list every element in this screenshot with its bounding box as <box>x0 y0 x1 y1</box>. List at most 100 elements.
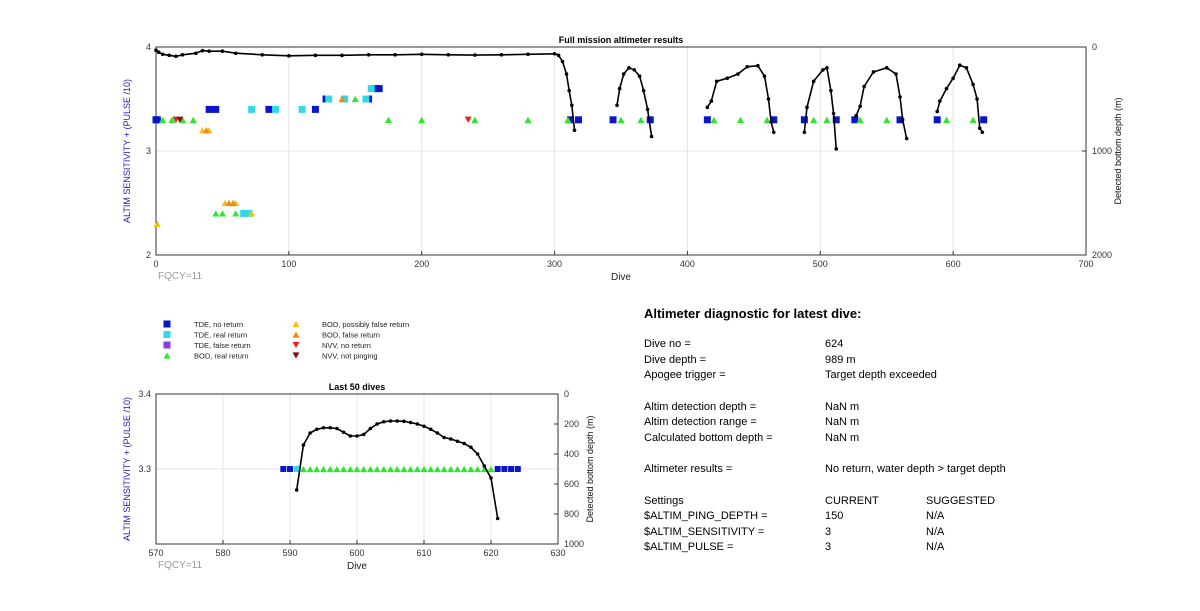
small-depth-point <box>375 422 379 426</box>
main-depth-point <box>766 97 771 101</box>
main-depth-point <box>862 84 866 89</box>
main-marker-tde-real-return <box>341 95 349 103</box>
main-marker-tde-real-return <box>240 209 248 217</box>
main-depth-point <box>705 105 710 110</box>
main-marker-bod-real-return <box>351 95 359 103</box>
small-y2-tick-label: 800 <box>564 509 579 519</box>
main-depth-point <box>160 52 165 57</box>
main-depth-point <box>156 50 161 54</box>
small-plot-frame <box>155 393 559 545</box>
main-depth-point <box>194 51 198 56</box>
main-depth-point <box>154 48 158 52</box>
main-marker-bod-real-return <box>810 116 818 123</box>
main-depth-point <box>894 72 898 76</box>
main-depth-point <box>829 88 833 93</box>
altimeter-diagnostic-panel: Altimeter diagnostic for latest dive: Di… <box>644 306 1164 557</box>
main-depth-point <box>560 59 565 64</box>
small-depth-point <box>341 430 346 435</box>
main-marker-tde-no-return <box>212 105 220 113</box>
small-tde-no-return-marker <box>508 466 515 472</box>
small-bod-real-return-marker <box>393 465 401 473</box>
main-depth-point <box>649 134 654 139</box>
results-value: No return, water depth > target depth <box>825 463 1006 475</box>
main-depth-point <box>745 64 750 69</box>
main-depth-point <box>233 51 238 56</box>
small-x-tick-label: 600 <box>349 548 364 558</box>
main-depth-profile-line <box>155 49 576 131</box>
main-marker-tde-no-return <box>609 116 617 124</box>
main-marker-bod-real-return <box>564 116 572 123</box>
small-tde-no-return-marker <box>501 466 508 472</box>
main-depth-point <box>567 88 571 93</box>
bottom-depth-label: Calculated bottom depth = <box>644 431 773 444</box>
main-marker-bod-real-return <box>737 116 745 123</box>
small-depth-point <box>422 424 426 429</box>
main-x-tick-label: 600 <box>946 259 961 269</box>
small-depth-point <box>315 427 319 432</box>
small-depth-point <box>469 445 473 450</box>
small-x-axis-label: Dive <box>347 561 367 572</box>
dive-depth-value: 989 m <box>825 353 856 366</box>
main-marker-tde-real-return <box>325 95 333 103</box>
main-marker-tde-real-return <box>362 95 370 103</box>
small-x-tick-label: 590 <box>282 548 297 558</box>
main-y2-tick-label: 1000 <box>1092 146 1112 156</box>
legend-label: BOD, possibly false return <box>322 320 409 329</box>
small-tde-real-return-marker <box>293 466 300 472</box>
sensitivity-label: $ALTIM_SENSITIVITY = <box>644 525 765 538</box>
main-depth-point <box>762 74 767 78</box>
sensitivity-row: $ALTIM_SENSITIVITY = 3 N/A <box>644 526 1164 542</box>
small-y2-axis-label: Detected bottom depth (m) <box>585 415 595 522</box>
main-y2-tick-label: 2000 <box>1092 250 1112 260</box>
main-x-tick-label: 0 <box>153 259 158 269</box>
main-depth-point <box>200 48 205 53</box>
ping-depth-row: $ALTIM_PING_DEPTH = 150 N/A <box>644 510 1164 526</box>
main-marker-nvv-not-pinging <box>176 116 184 123</box>
bottom-depth-row: Calculated bottom depth = NaN m <box>644 432 1164 448</box>
main-marker-bod-false-return <box>338 95 346 103</box>
main-depth-point <box>260 53 265 57</box>
main-marker-bod-real-return <box>969 116 977 123</box>
small-depth-point <box>335 426 339 431</box>
small-bod-real-return-marker <box>313 465 321 473</box>
last-50-dives-chart: 570 580 590 600 610 620 630 3.3 3.4 0 200 400 600 800… <box>122 382 595 572</box>
main-depth-profile-line <box>855 66 908 139</box>
small-bod-real-return-marker <box>427 465 435 473</box>
sensitivity-current: 3 <box>825 525 832 538</box>
main-marker-tde-no-return <box>265 105 273 113</box>
main-depth-point <box>900 118 905 122</box>
main-depth-point <box>564 72 569 76</box>
small-y2-tick-label: 400 <box>564 449 579 459</box>
detection-depth-label: Altim detection depth = <box>644 400 757 413</box>
main-depth-point <box>615 103 619 108</box>
main-depth-point <box>552 51 557 56</box>
small-tde-no-return-marker <box>494 466 501 472</box>
small-bod-real-return-marker <box>360 465 368 473</box>
main-depth-point <box>570 103 574 108</box>
small-bod-real-return-marker <box>333 465 341 473</box>
main-depth-point <box>938 99 942 103</box>
legend-label: NVV, no return <box>322 341 371 350</box>
dive-depth-row: Dive depth = 989 m <box>644 354 1164 370</box>
legend-marker <box>163 320 171 328</box>
detection-range-row: Altim detection range = NaN m <box>644 416 1164 432</box>
main-y-tick-label: 2 <box>146 250 151 260</box>
settings-header-row: Settings CURRENT SUGGESTED <box>644 495 1164 511</box>
main-depth-point <box>825 66 829 70</box>
small-fqcy-annotation: FQCY=11 <box>158 560 202 571</box>
legend-label: BOD, real return <box>194 352 249 361</box>
main-marker-tde-no-return <box>311 105 319 113</box>
detection-depth-row: Altim detection depth = NaN m <box>644 401 1164 417</box>
dive-no-row: Dive no = 624 <box>644 338 1164 354</box>
main-depth-point <box>556 53 561 58</box>
main-depth-point <box>805 105 809 110</box>
small-y2-tick-label: 0 <box>564 389 569 399</box>
main-marker-tde-real-return <box>272 105 280 113</box>
main-depth-point <box>366 53 371 57</box>
small-bod-real-return-marker <box>407 465 415 473</box>
main-depth-point <box>627 66 631 70</box>
small-bod-real-return-marker <box>433 465 441 473</box>
ping-depth-suggested: N/A <box>926 510 945 522</box>
main-marker-tde-no-return <box>980 116 988 124</box>
